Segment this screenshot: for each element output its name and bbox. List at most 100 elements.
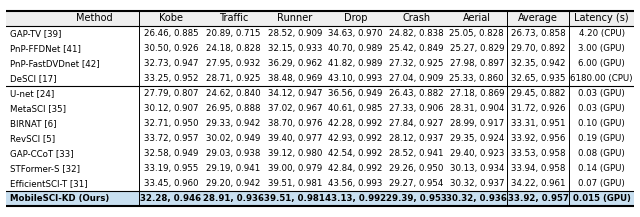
Text: 0.10 (GPU): 0.10 (GPU): [578, 119, 625, 128]
Text: 30.13, 0.934: 30.13, 0.934: [449, 164, 504, 173]
Text: 42.93, 0.992: 42.93, 0.992: [328, 134, 383, 143]
Text: 29.27, 0.954: 29.27, 0.954: [389, 179, 444, 188]
Text: 33.45, 0.960: 33.45, 0.960: [143, 179, 198, 188]
Text: 27.79, 0.807: 27.79, 0.807: [143, 89, 198, 98]
Text: 0.03 (GPU): 0.03 (GPU): [578, 104, 625, 113]
Text: 24.18, 0.828: 24.18, 0.828: [206, 44, 261, 53]
Text: 39.51, 0.981: 39.51, 0.981: [264, 194, 325, 203]
Text: MobileSCI-KD (Ours): MobileSCI-KD (Ours): [10, 194, 109, 203]
Text: 25.33, 0.860: 25.33, 0.860: [449, 74, 504, 83]
Text: 26.43, 0.882: 26.43, 0.882: [389, 89, 444, 98]
Text: PnP-FastDVDnet [42]: PnP-FastDVDnet [42]: [10, 59, 99, 68]
Text: 30.50, 0.926: 30.50, 0.926: [143, 44, 198, 53]
Text: 32.71, 0.950: 32.71, 0.950: [143, 119, 198, 128]
Text: 27.98, 0.897: 27.98, 0.897: [450, 59, 504, 68]
Text: 33.53, 0.958: 33.53, 0.958: [511, 149, 565, 158]
Text: 28.91, 0.936: 28.91, 0.936: [203, 194, 264, 203]
Text: 25.27, 0.829: 25.27, 0.829: [449, 44, 504, 53]
Text: 0.03 (GPU): 0.03 (GPU): [578, 89, 625, 98]
Text: 0.19 (GPU): 0.19 (GPU): [578, 134, 625, 143]
Text: 34.22, 0.961: 34.22, 0.961: [511, 179, 565, 188]
Text: 26.46, 0.885: 26.46, 0.885: [143, 29, 198, 38]
Text: 28.99, 0.917: 28.99, 0.917: [450, 119, 504, 128]
Text: 0.015 (GPU): 0.015 (GPU): [573, 194, 630, 203]
Text: PnP-FFDNet [41]: PnP-FFDNet [41]: [10, 44, 81, 53]
Text: 34.12, 0.947: 34.12, 0.947: [268, 89, 322, 98]
Text: 37.02, 0.967: 37.02, 0.967: [268, 104, 322, 113]
Text: 42.28, 0.992: 42.28, 0.992: [328, 119, 383, 128]
Bar: [6, 11, 634, 26]
Text: Aerial: Aerial: [463, 13, 491, 23]
Text: 29.39, 0.953: 29.39, 0.953: [386, 194, 447, 203]
Text: BIRNAT [6]: BIRNAT [6]: [10, 119, 56, 128]
Text: 3.00 (GPU): 3.00 (GPU): [578, 44, 625, 53]
Text: 43.10, 0.993: 43.10, 0.993: [328, 74, 383, 83]
Text: Average: Average: [518, 13, 558, 23]
Text: 26.73, 0.858: 26.73, 0.858: [511, 29, 565, 38]
Text: 33.31, 0.951: 33.31, 0.951: [511, 119, 565, 128]
Text: 33.19, 0.955: 33.19, 0.955: [143, 164, 198, 173]
Text: 26.95, 0.888: 26.95, 0.888: [206, 104, 261, 113]
Text: 28.31, 0.904: 28.31, 0.904: [449, 104, 504, 113]
Text: 29.19, 0.941: 29.19, 0.941: [207, 164, 260, 173]
Text: 0.08 (GPU): 0.08 (GPU): [578, 149, 625, 158]
Text: 29.45, 0.882: 29.45, 0.882: [511, 89, 565, 98]
Text: 24.82, 0.838: 24.82, 0.838: [389, 29, 444, 38]
Text: 40.70, 0.989: 40.70, 0.989: [328, 44, 383, 53]
Text: 32.35, 0.942: 32.35, 0.942: [511, 59, 565, 68]
Text: 27.04, 0.909: 27.04, 0.909: [389, 74, 444, 83]
Text: 30.12, 0.907: 30.12, 0.907: [143, 104, 198, 113]
Text: 28.52, 0.941: 28.52, 0.941: [389, 149, 444, 158]
Text: 29.35, 0.924: 29.35, 0.924: [450, 134, 504, 143]
Text: 39.12, 0.980: 39.12, 0.980: [268, 149, 322, 158]
Text: 29.26, 0.950: 29.26, 0.950: [389, 164, 444, 173]
Text: 42.54, 0.992: 42.54, 0.992: [328, 149, 383, 158]
Text: 28.12, 0.937: 28.12, 0.937: [389, 134, 444, 143]
Text: 27.33, 0.906: 27.33, 0.906: [389, 104, 444, 113]
Text: 40.61, 0.985: 40.61, 0.985: [328, 104, 383, 113]
Text: 4.20 (CPU): 4.20 (CPU): [579, 29, 625, 38]
Text: 25.05, 0.828: 25.05, 0.828: [449, 29, 504, 38]
Text: 32.73, 0.947: 32.73, 0.947: [143, 59, 198, 68]
Text: 29.03, 0.938: 29.03, 0.938: [206, 149, 260, 158]
Text: 30.32, 0.937: 30.32, 0.937: [449, 179, 504, 188]
Text: 0.14 (GPU): 0.14 (GPU): [578, 164, 625, 173]
Bar: [6, 191, 634, 206]
Text: EfficientSCI-T [31]: EfficientSCI-T [31]: [10, 179, 87, 188]
Text: 33.92, 0.957: 33.92, 0.957: [508, 194, 568, 203]
Text: 34.63, 0.970: 34.63, 0.970: [328, 29, 383, 38]
Text: Traffic: Traffic: [219, 13, 248, 23]
Text: 28.52, 0.909: 28.52, 0.909: [268, 29, 322, 38]
Text: 41.82, 0.989: 41.82, 0.989: [328, 59, 383, 68]
Text: 31.72, 0.926: 31.72, 0.926: [511, 104, 565, 113]
Text: Runner: Runner: [277, 13, 312, 23]
Text: 43.56, 0.993: 43.56, 0.993: [328, 179, 383, 188]
Text: DeSCI [17]: DeSCI [17]: [10, 74, 56, 83]
Text: GAP-TV [39]: GAP-TV [39]: [10, 29, 61, 38]
Text: 20.89, 0.715: 20.89, 0.715: [206, 29, 261, 38]
Text: 43.13, 0.992: 43.13, 0.992: [325, 194, 386, 203]
Text: 6.00 (GPU): 6.00 (GPU): [578, 59, 625, 68]
Text: 29.20, 0.942: 29.20, 0.942: [206, 179, 260, 188]
Text: 36.29, 0.962: 36.29, 0.962: [268, 59, 322, 68]
Text: 39.51, 0.981: 39.51, 0.981: [268, 179, 322, 188]
Text: 39.00, 0.979: 39.00, 0.979: [268, 164, 322, 173]
Text: 42.84, 0.992: 42.84, 0.992: [328, 164, 383, 173]
Text: 33.92, 0.956: 33.92, 0.956: [511, 134, 565, 143]
Text: 29.70, 0.892: 29.70, 0.892: [511, 44, 565, 53]
Text: STFormer-S [32]: STFormer-S [32]: [10, 164, 79, 173]
Text: U-net [24]: U-net [24]: [10, 89, 54, 98]
Text: 32.28, 0.946: 32.28, 0.946: [140, 194, 202, 203]
Text: GAP-CCoT [33]: GAP-CCoT [33]: [10, 149, 73, 158]
Text: 36.56, 0.949: 36.56, 0.949: [328, 89, 383, 98]
Text: Method: Method: [76, 13, 113, 23]
Text: RevSCI [5]: RevSCI [5]: [10, 134, 54, 143]
Text: 27.18, 0.869: 27.18, 0.869: [449, 89, 504, 98]
Text: 27.32, 0.925: 27.32, 0.925: [389, 59, 444, 68]
Text: 0.07 (GPU): 0.07 (GPU): [578, 179, 625, 188]
Text: 25.42, 0.849: 25.42, 0.849: [389, 44, 444, 53]
Text: 38.70, 0.976: 38.70, 0.976: [268, 119, 322, 128]
Text: 39.40, 0.977: 39.40, 0.977: [268, 134, 322, 143]
Text: Latency (s): Latency (s): [574, 13, 629, 23]
Text: Drop: Drop: [344, 13, 367, 23]
